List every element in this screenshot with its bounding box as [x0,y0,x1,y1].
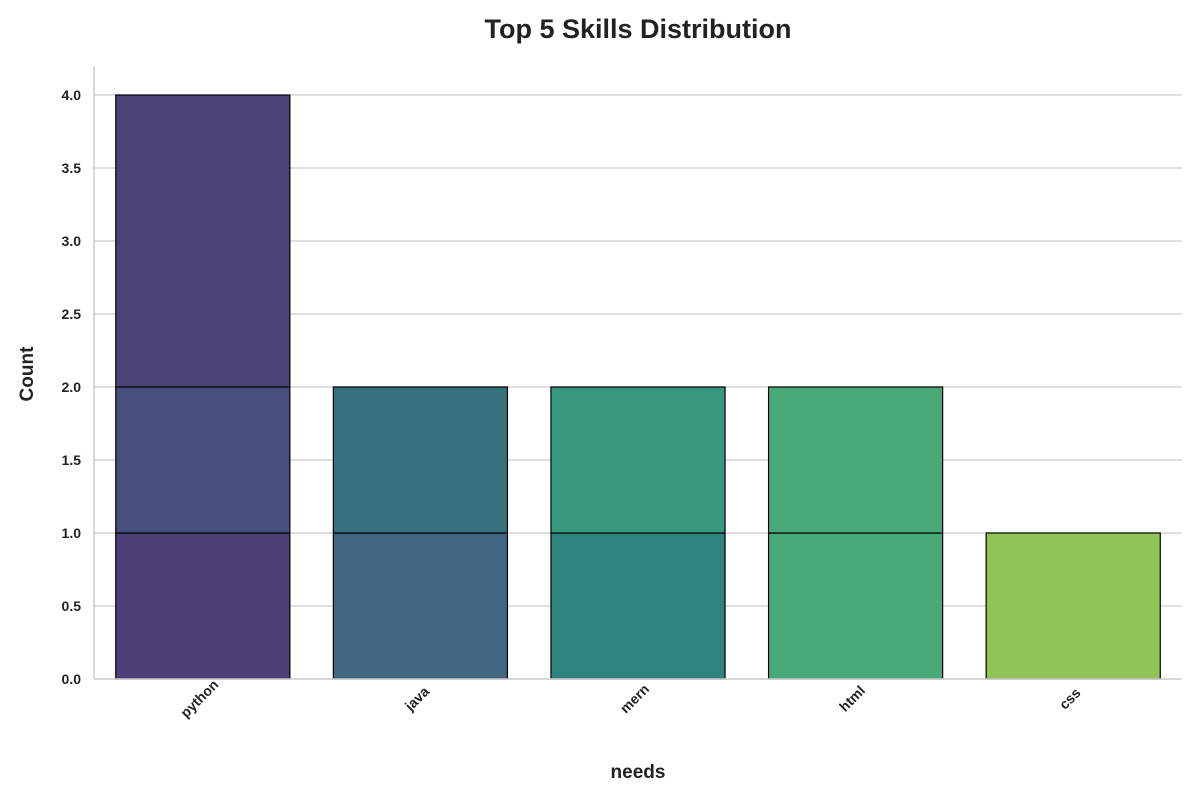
bar-segment [767,532,944,680]
bar-segment [767,386,944,534]
bar-html [767,386,944,680]
x-tick-label: python [177,676,221,720]
chart-title: Top 5 Skills Distribution [484,14,791,44]
bar-segment [115,386,291,534]
bar-segment [550,532,726,680]
bar-segment [985,532,1161,680]
y-axis-label: Count [17,346,38,402]
y-tick-label: 3.0 [62,233,82,249]
axes-spines [93,66,1182,680]
x-tick-label: java [401,683,432,714]
bar-java [332,386,509,680]
y-tick-label: 0.5 [62,598,82,614]
bar-segment [115,532,291,680]
bar-mern [550,386,726,680]
bar-segment [332,386,509,534]
y-tick-label: 0.0 [62,671,82,687]
bar-segment [550,386,726,534]
bar-css [985,532,1161,680]
y-tick-labels: 0.0 0.5 1.0 1.5 2.0 2.5 3.0 3.5 4.0 [62,87,82,687]
y-tick-label: 3.5 [62,160,82,176]
bar-segment [115,94,291,388]
x-axis-label: needs [611,762,666,783]
y-tick-label: 2.0 [62,379,82,395]
x-tick-label: mern [617,681,653,717]
y-tick-label: 1.5 [62,452,82,468]
y-tick-label: 2.5 [62,306,82,322]
x-tick-label: html [836,682,868,714]
bars [115,94,1161,680]
bar-python [115,94,291,680]
x-tick-labels: python java mern html css [177,676,1084,720]
y-tick-label: 4.0 [62,87,82,103]
bar-segment [332,532,509,680]
x-tick-label: css [1056,684,1084,712]
y-tick-label: 1.0 [62,525,82,541]
